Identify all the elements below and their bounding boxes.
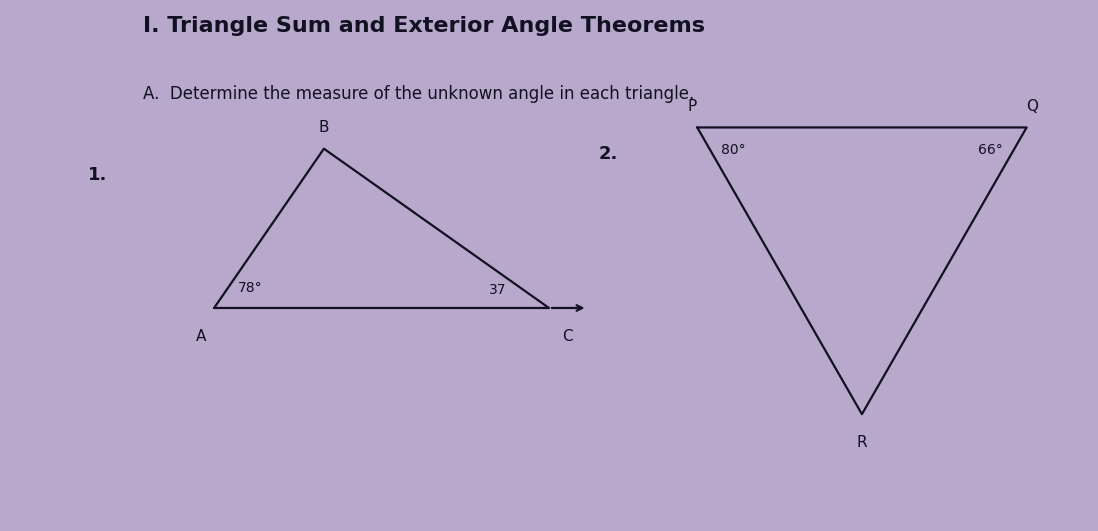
- Text: C: C: [562, 329, 573, 344]
- Text: 78°: 78°: [238, 281, 262, 295]
- Text: 1.: 1.: [88, 166, 108, 184]
- Text: P: P: [687, 99, 696, 114]
- Text: A: A: [195, 329, 206, 344]
- Text: I. Triangle Sum and Exterior Angle Theorems: I. Triangle Sum and Exterior Angle Theor…: [143, 16, 705, 36]
- Text: 80°: 80°: [721, 143, 746, 157]
- Text: B: B: [318, 121, 329, 135]
- Text: R: R: [856, 435, 867, 450]
- Text: 37: 37: [489, 284, 506, 297]
- Text: 2.: 2.: [598, 145, 618, 163]
- Text: 66°: 66°: [977, 143, 1002, 157]
- Text: Q: Q: [1027, 99, 1038, 114]
- Text: A.  Determine the measure of the unknown angle in each triangle.: A. Determine the measure of the unknown …: [143, 85, 694, 103]
